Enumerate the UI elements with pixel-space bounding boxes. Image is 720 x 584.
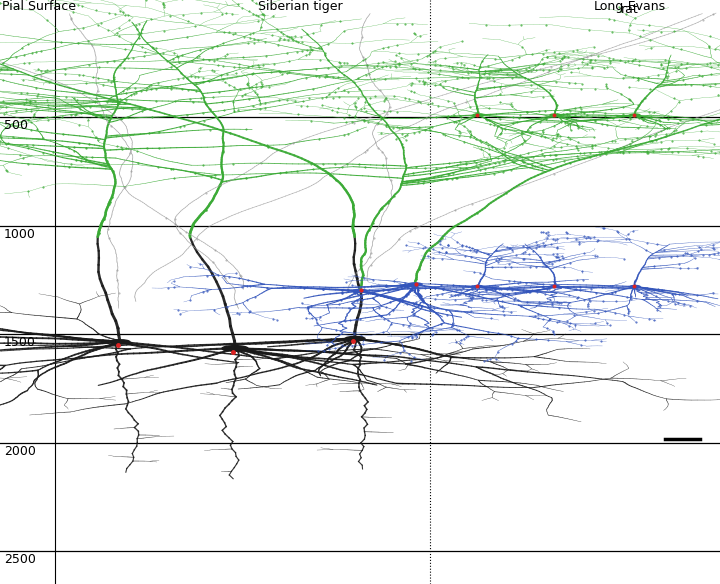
Text: 2000: 2000 bbox=[4, 444, 36, 458]
Text: 1000: 1000 bbox=[4, 228, 36, 241]
Circle shape bbox=[345, 336, 365, 341]
Text: 500: 500 bbox=[4, 119, 28, 132]
Circle shape bbox=[473, 286, 483, 288]
Circle shape bbox=[630, 286, 640, 288]
Text: 2500: 2500 bbox=[4, 553, 36, 566]
Text: Pial Surface: Pial Surface bbox=[2, 1, 76, 13]
Circle shape bbox=[222, 346, 248, 351]
Circle shape bbox=[110, 340, 130, 344]
Circle shape bbox=[550, 114, 560, 116]
Circle shape bbox=[473, 114, 483, 116]
Text: Siberian tiger: Siberian tiger bbox=[258, 1, 342, 13]
Text: rat: rat bbox=[621, 4, 639, 16]
Circle shape bbox=[550, 286, 560, 288]
Text: Long-Evans: Long-Evans bbox=[594, 1, 666, 13]
Circle shape bbox=[630, 114, 640, 116]
Text: 1500: 1500 bbox=[4, 336, 36, 349]
Circle shape bbox=[353, 290, 367, 293]
Circle shape bbox=[408, 283, 422, 286]
